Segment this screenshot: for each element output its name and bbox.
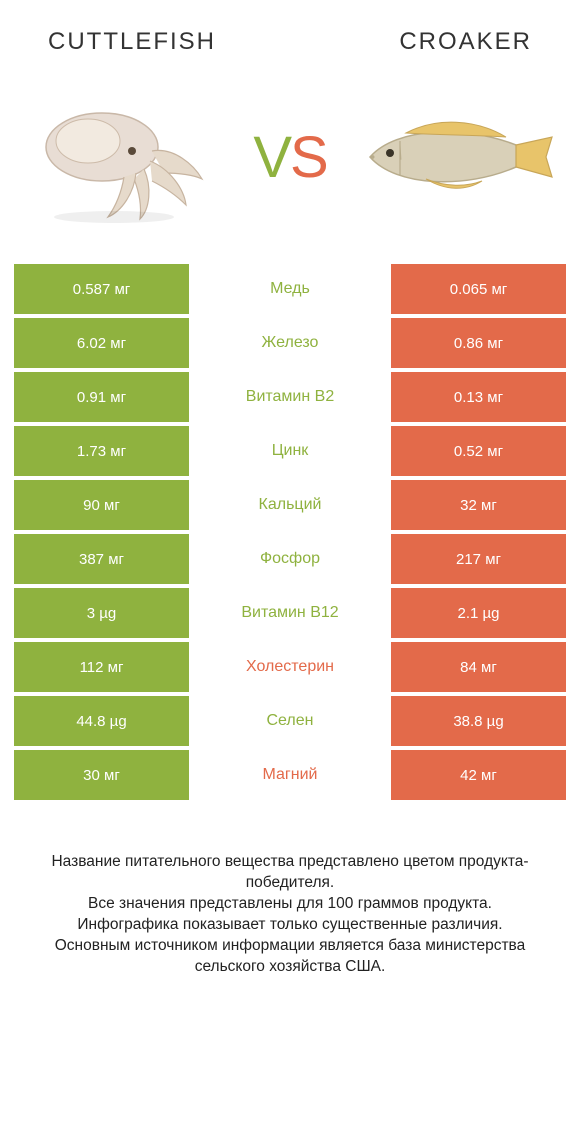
footnote-line: Все значения представлены для 100 граммо…: [22, 894, 558, 915]
nutrient-name-cell: Цинк: [189, 426, 391, 476]
nutrient-name-cell: Медь: [189, 264, 391, 314]
right-value-cell: 84 мг: [391, 642, 566, 692]
nutrient-name-cell: Селен: [189, 696, 391, 746]
nutrient-name-cell: Фосфор: [189, 534, 391, 584]
right-value-cell: 2.1 µg: [391, 588, 566, 638]
nutrient-name-cell: Железо: [189, 318, 391, 368]
right-value-cell: 32 мг: [391, 480, 566, 530]
left-value-cell: 387 мг: [14, 534, 189, 584]
right-value-cell: 0.52 мг: [391, 426, 566, 476]
table-row: 6.02 мгЖелезо0.86 мг: [14, 318, 566, 368]
right-value-cell: 0.86 мг: [391, 318, 566, 368]
vs-s-letter: S: [290, 125, 327, 190]
footnote-line: Основным источником информации является …: [22, 936, 558, 978]
croaker-image: [356, 77, 556, 237]
table-row: 0.587 мгМедь0.065 мг: [14, 264, 566, 314]
footnote: Название питательного вещества представл…: [0, 804, 580, 978]
right-value-cell: 0.065 мг: [391, 264, 566, 314]
left-value-cell: 0.91 мг: [14, 372, 189, 422]
nutrient-name-cell: Холестерин: [189, 642, 391, 692]
left-value-cell: 1.73 мг: [14, 426, 189, 476]
nutrient-name-cell: Витамин B12: [189, 588, 391, 638]
table-row: 3 µgВитамин B122.1 µg: [14, 588, 566, 638]
left-value-cell: 0.587 мг: [14, 264, 189, 314]
table-row: 387 мгФосфор217 мг: [14, 534, 566, 584]
left-product-title: CUTTLEFISH: [48, 28, 216, 56]
table-row: 112 мгХолестерин84 мг: [14, 642, 566, 692]
footnote-line: Название питательного вещества представл…: [22, 852, 558, 894]
vs-v-letter: V: [253, 125, 290, 190]
left-value-cell: 44.8 µg: [14, 696, 189, 746]
left-value-cell: 90 мг: [14, 480, 189, 530]
left-value-cell: 3 µg: [14, 588, 189, 638]
table-row: 1.73 мгЦинк0.52 мг: [14, 426, 566, 476]
left-value-cell: 112 мг: [14, 642, 189, 692]
right-product-title: CROAKER: [399, 28, 532, 56]
table-row: 0.91 мгВитамин B20.13 мг: [14, 372, 566, 422]
nutrient-name-cell: Витамин B2: [189, 372, 391, 422]
comparison-table: 0.587 мгМедь0.065 мг6.02 мгЖелезо0.86 мг…: [0, 264, 580, 800]
right-value-cell: 38.8 µg: [391, 696, 566, 746]
left-value-cell: 6.02 мг: [14, 318, 189, 368]
vs-label: VS: [253, 124, 326, 191]
right-value-cell: 42 мг: [391, 750, 566, 800]
table-row: 90 мгКальций32 мг: [14, 480, 566, 530]
left-value-cell: 30 мг: [14, 750, 189, 800]
nutrient-name-cell: Магний: [189, 750, 391, 800]
table-row: 44.8 µgСелен38.8 µg: [14, 696, 566, 746]
header-row: CUTTLEFISH CROAKER: [0, 0, 580, 64]
nutrient-name-cell: Кальций: [189, 480, 391, 530]
right-value-cell: 0.13 мг: [391, 372, 566, 422]
table-row: 30 мгМагний42 мг: [14, 750, 566, 800]
image-row: VS: [0, 64, 580, 264]
right-value-cell: 217 мг: [391, 534, 566, 584]
footnote-line: Инфографика показывает только существенн…: [22, 915, 558, 936]
cuttlefish-image: [24, 77, 224, 237]
